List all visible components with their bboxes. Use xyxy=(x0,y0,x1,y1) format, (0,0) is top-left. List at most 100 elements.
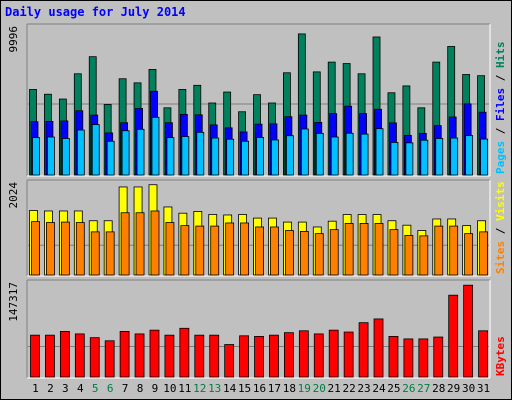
day-tick-label: 11 xyxy=(178,382,191,395)
kbytes-bar xyxy=(284,332,294,378)
day-tick-label: 19 xyxy=(298,382,311,395)
kbytes-bar xyxy=(134,333,145,378)
kbytes-bar xyxy=(269,334,279,378)
pages-bar xyxy=(241,140,249,176)
sites-bar xyxy=(329,229,339,276)
pages-bar xyxy=(330,136,339,176)
kbytes-bar xyxy=(179,327,190,378)
kbytes-bar xyxy=(30,334,40,378)
day-tick-label: 2 xyxy=(47,382,54,395)
pages-bar xyxy=(300,128,309,176)
kbytes-bar xyxy=(104,340,115,378)
sites-bar xyxy=(404,235,414,276)
day-tick-label: 24 xyxy=(372,382,386,395)
kbytes-bar xyxy=(164,334,175,378)
day-tick-label: 26 xyxy=(402,382,415,395)
sites-bar xyxy=(479,231,488,276)
kbytes-bar xyxy=(89,337,100,378)
day-tick-label: 17 xyxy=(268,382,281,395)
visits-ymax-label: 2024 xyxy=(7,182,20,209)
kbytes-bar xyxy=(298,330,309,378)
sites-bar xyxy=(225,222,235,276)
pages-bar xyxy=(315,132,324,176)
hits-legend-part: Pages xyxy=(494,141,507,174)
day-tick-label: 4 xyxy=(77,382,84,395)
sites-bar xyxy=(285,230,294,276)
sites-bar xyxy=(434,225,444,276)
hits-legend-part: Files xyxy=(494,88,507,121)
day-tick-label: 12 xyxy=(193,382,206,395)
sites-bar xyxy=(180,225,190,276)
kbytes-bar xyxy=(194,334,205,378)
kbytes-legend-part: KBytes xyxy=(494,336,507,376)
pages-bar xyxy=(136,128,145,176)
pages-bar xyxy=(390,142,399,176)
kbytes-bar xyxy=(418,338,429,378)
hits-legend-part: / xyxy=(494,68,507,88)
visits-legend-part: Visits xyxy=(494,181,507,221)
day-tick-label: 5 xyxy=(92,382,99,395)
sites-bar xyxy=(359,223,369,276)
sites-bar xyxy=(314,233,324,276)
sites-bar xyxy=(120,212,130,276)
day-tick-label: 31 xyxy=(477,382,490,395)
day-tick-label: 9 xyxy=(152,382,159,395)
day-tick-label: 3 xyxy=(62,382,69,395)
hits-legend: Pages / Files / Hits xyxy=(494,42,507,175)
kbytes-bar xyxy=(388,336,399,378)
pages-bar xyxy=(166,137,175,176)
kbytes-bar xyxy=(478,330,488,378)
sites-bar xyxy=(374,223,384,276)
sites-bar xyxy=(165,222,175,276)
sites-bar xyxy=(135,212,145,276)
day-tick-label: 1 xyxy=(32,382,39,395)
visits-legend-part: Sites xyxy=(494,241,507,274)
kbytes-bar xyxy=(74,333,85,378)
sites-bar xyxy=(210,225,220,276)
sites-bar xyxy=(419,235,429,276)
kbytes-bar xyxy=(403,338,414,378)
kbytes-bar xyxy=(224,344,235,378)
pages-bar xyxy=(76,129,85,176)
day-tick-label: 22 xyxy=(342,382,355,395)
pages-bar xyxy=(32,137,40,176)
kbytes-bar xyxy=(149,329,160,378)
pages-bar xyxy=(465,135,474,176)
kbytes-bar xyxy=(119,331,130,378)
day-tick-label: 23 xyxy=(357,382,370,395)
kbytes-bar xyxy=(254,336,264,378)
sites-bar xyxy=(449,225,459,276)
pages-bar xyxy=(91,124,100,176)
day-tick-label: 30 xyxy=(462,382,475,395)
day-tick-label: 20 xyxy=(313,382,326,395)
sites-bar xyxy=(240,222,249,276)
pages-bar xyxy=(450,137,459,176)
pages-bar xyxy=(256,137,264,176)
pages-bar xyxy=(405,142,414,176)
day-tick-label: 27 xyxy=(417,382,430,395)
sites-bar xyxy=(270,226,279,276)
day-tick-label: 10 xyxy=(163,382,176,395)
pages-bar xyxy=(47,136,55,176)
day-tick-label: 15 xyxy=(238,382,251,395)
sites-bar xyxy=(75,222,85,276)
day-tick-label: 21 xyxy=(328,382,341,395)
pages-bar xyxy=(435,138,444,176)
day-tick-label: 18 xyxy=(283,382,296,395)
pages-bar xyxy=(106,140,115,176)
day-tick-label: 7 xyxy=(122,382,129,395)
hits-ymax-label: 9996 xyxy=(7,26,20,53)
day-tick-label: 6 xyxy=(107,382,114,395)
sites-bar xyxy=(255,226,264,276)
kbytes-bar xyxy=(59,331,70,378)
kbytes-bar xyxy=(343,331,354,378)
kbytes-bar xyxy=(313,333,324,378)
pages-bar xyxy=(181,136,190,176)
pages-bar xyxy=(480,138,488,176)
kbytes-bar xyxy=(433,336,444,378)
kbytes-bar xyxy=(358,322,369,378)
pages-bar xyxy=(226,138,235,176)
pages-bar xyxy=(420,139,429,176)
hits-legend-part: Hits xyxy=(494,42,507,69)
